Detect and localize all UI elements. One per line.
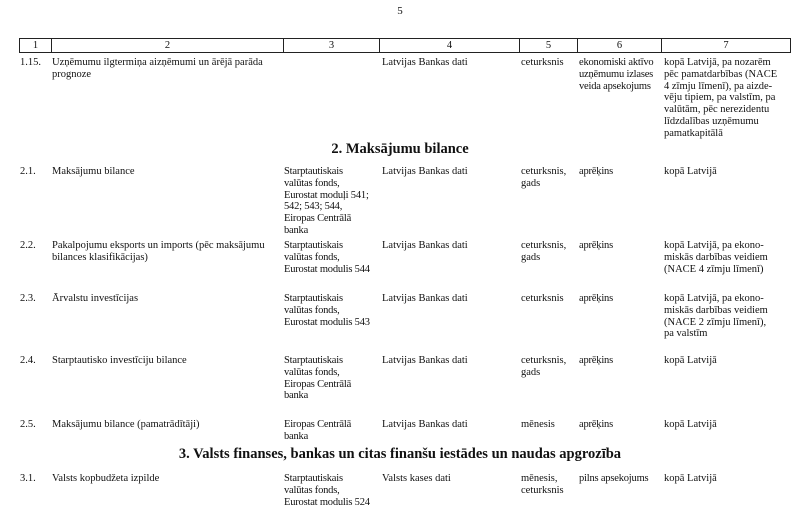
header-col-3: 3 <box>283 39 379 52</box>
indicator-cell: Ārvalstu investīcijas <box>52 293 139 304</box>
page-number: 5 <box>397 5 403 17</box>
breakdown-cell: kopā Latvijā <box>664 355 717 366</box>
breakdown-cell: kopā Latvijā <box>664 419 717 430</box>
international-requirement-cell: Starptautiskais valūtas fonds, Eurostat … <box>284 473 370 508</box>
indicator-cell: Uzņēmumu ilgtermiņa aizņēmumi un ārējā p… <box>52 57 263 80</box>
section-heading: 3. Valsts finanses, bankas un citas fina… <box>178 446 622 462</box>
method-cell: aprēķins <box>579 419 613 430</box>
header-col-4: 4 <box>379 39 519 52</box>
data-source-cell: Latvijas Bankas dati <box>382 57 468 68</box>
header-col-6: 6 <box>577 39 661 52</box>
periodicity-cell: ceturksnis, gads <box>521 240 567 263</box>
international-requirement-cell: Starptautiskais valūtas fonds, Eurostat … <box>284 240 370 275</box>
breakdown-cell: kopā Latvijā, pa ekono- miskās darbības … <box>664 240 768 275</box>
table-header: 1 2 3 4 5 6 7 <box>19 38 791 53</box>
item-number-cell: 2.1. <box>20 166 36 177</box>
indicator-cell: Pakalpojumu eksports un imports (pēc mak… <box>52 240 265 263</box>
breakdown-cell: kopā Latvijā, pa nozarēm pēc pamatdarbīb… <box>664 57 778 139</box>
data-source-cell: Latvijas Bankas dati <box>382 293 468 304</box>
indicator-cell: Starptautisko investīciju bilance <box>52 355 187 366</box>
data-source-cell: Valsts kases dati <box>382 473 451 484</box>
international-requirement-cell: Starptautiskais valūtas fonds, Eurostat … <box>284 166 369 236</box>
international-requirement-cell: Eiropas Centrālā banka <box>284 419 352 442</box>
header-col-5: 5 <box>519 39 577 52</box>
breakdown-cell: kopā Latvijā <box>664 473 717 484</box>
item-number-cell: 1.15. <box>20 57 41 68</box>
periodicity-cell: ceturksnis, gads <box>521 355 567 378</box>
periodicity-cell: ceturksnis <box>521 57 564 68</box>
header-col-2: 2 <box>51 39 283 52</box>
item-number-cell: 2.3. <box>20 293 36 304</box>
breakdown-cell: kopā Latvijā <box>664 166 717 177</box>
data-source-cell: Latvijas Bankas dati <box>382 355 468 366</box>
indicator-cell: Maksājumu bilance (pamatrādītāji) <box>52 419 200 430</box>
data-source-cell: Latvijas Bankas dati <box>382 419 468 430</box>
item-number-cell: 3.1. <box>20 473 36 484</box>
periodicity-cell: mēnesis, ceturksnis <box>521 473 564 496</box>
breakdown-cell: kopā Latvijā, pa ekono- miskās darbības … <box>664 293 768 340</box>
method-cell: aprēķins <box>579 355 613 366</box>
item-number-cell: 2.2. <box>20 240 36 251</box>
international-requirement-cell: Starptautiskais valūtas fonds, Eurostat … <box>284 293 370 328</box>
indicator-cell: Maksājumu bilance <box>52 166 135 177</box>
method-cell: pilns apsekojums <box>579 473 649 484</box>
item-number-cell: 2.4. <box>20 355 36 366</box>
header-col-7: 7 <box>661 39 790 52</box>
method-cell: aprēķins <box>579 293 613 304</box>
periodicity-cell: ceturksnis <box>521 293 564 304</box>
section-heading: 2. Maksājumu bilance <box>331 141 469 157</box>
data-source-cell: Latvijas Bankas dati <box>382 166 468 177</box>
item-number-cell: 2.5. <box>20 419 36 430</box>
method-cell: ekonomiski aktīvo uzņēmumu izlases veida… <box>579 57 654 92</box>
international-requirement-cell: Starptautiskais valūtas fonds, Eiropas C… <box>284 355 352 402</box>
data-source-cell: Latvijas Bankas dati <box>382 240 468 251</box>
indicator-cell: Valsts kopbudžeta izpilde <box>52 473 160 484</box>
periodicity-cell: mēnesis <box>521 419 555 430</box>
header-col-1: 1 <box>32 40 39 51</box>
periodicity-cell: ceturksnis, gads <box>521 166 567 189</box>
method-cell: aprēķins <box>579 240 613 251</box>
method-cell: aprēķins <box>579 166 613 177</box>
